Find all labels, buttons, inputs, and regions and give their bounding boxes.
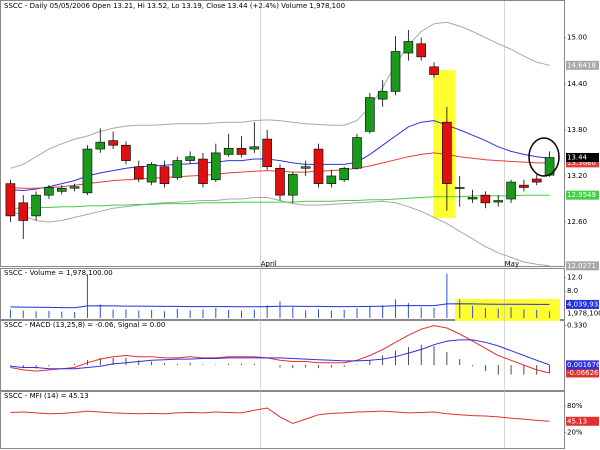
candle-body bbox=[56, 187, 67, 192]
volume-panel bbox=[0, 268, 565, 320]
candle-body bbox=[480, 194, 491, 204]
series-line bbox=[10, 407, 550, 425]
candle-body bbox=[185, 156, 195, 161]
series-line bbox=[10, 339, 550, 370]
plot-layer: April May 15.00 14.40 13.80 13.20 12.60 14.6418… bbox=[5, 1, 600, 448]
panel-title: SSCC - MFI (14) = 45.13 bbox=[4, 392, 89, 400]
value-box-label: 13.44 bbox=[567, 154, 588, 162]
candle-body bbox=[159, 166, 170, 184]
candle-body bbox=[519, 184, 529, 188]
panel-title: SSCC - MACD (13,25,8) = -0.06, Signal = … bbox=[4, 321, 165, 329]
y-tick-label: 13.80 bbox=[567, 126, 587, 134]
candle-body bbox=[18, 202, 29, 221]
candle-body bbox=[223, 147, 234, 155]
macd-panel bbox=[0, 320, 565, 391]
candle-body bbox=[454, 187, 465, 189]
chart-title: SSCC - Daily 05/05/2006 Open 13.21, Hi 1… bbox=[4, 2, 345, 10]
candle-body bbox=[95, 141, 106, 150]
series-line bbox=[10, 120, 550, 192]
price-panel bbox=[0, 0, 565, 267]
value-box-label: 13.3680 bbox=[567, 159, 596, 167]
candle-body bbox=[5, 183, 16, 217]
value-box bbox=[566, 416, 599, 426]
candle-body bbox=[198, 158, 208, 184]
value-box bbox=[566, 299, 599, 309]
candle-body bbox=[108, 140, 118, 146]
candle-body bbox=[531, 178, 542, 183]
x-tick-label: April bbox=[261, 260, 277, 268]
candle-body bbox=[365, 97, 375, 132]
value-box-label: -0.066262 bbox=[567, 369, 600, 377]
y-tick-label: 20% bbox=[567, 428, 583, 436]
candle-body bbox=[313, 148, 324, 184]
candle-body bbox=[121, 144, 131, 161]
mfi-panel bbox=[0, 391, 565, 449]
value-box bbox=[566, 261, 599, 271]
candle-body bbox=[403, 41, 414, 54]
y-tick-label: 80% bbox=[567, 402, 583, 410]
y-tick-label: 12.60 bbox=[567, 218, 587, 226]
candle-body bbox=[467, 197, 478, 200]
candle-body bbox=[429, 66, 439, 75]
candle-body bbox=[82, 148, 93, 194]
candle-body bbox=[288, 174, 298, 196]
value-box bbox=[566, 368, 599, 378]
value-label: 1,978,100 bbox=[567, 309, 600, 317]
candle-body bbox=[172, 160, 183, 178]
value-box-label: 12.9549 bbox=[567, 191, 596, 199]
candle-body bbox=[249, 146, 260, 150]
candle-body bbox=[31, 194, 41, 217]
highlight-circle bbox=[528, 137, 560, 177]
y-tick-label: 13.20 bbox=[567, 172, 587, 180]
candle-body bbox=[352, 137, 362, 169]
value-box bbox=[566, 158, 599, 168]
series-line bbox=[10, 325, 550, 374]
candle-body bbox=[339, 167, 349, 181]
candle-body bbox=[275, 167, 285, 196]
value-box-label: 4,039,932 bbox=[567, 300, 600, 308]
candle-body bbox=[69, 186, 80, 189]
value-box-label: 45.13 bbox=[567, 417, 587, 425]
candle-body bbox=[326, 175, 337, 184]
candle-body bbox=[442, 121, 452, 184]
candle-body bbox=[44, 187, 54, 196]
value-box bbox=[566, 60, 599, 70]
candle-body bbox=[300, 166, 311, 169]
candle-body bbox=[236, 147, 247, 155]
highlight bbox=[455, 299, 560, 321]
y-tick-label: 15.00 bbox=[567, 34, 587, 42]
value-box bbox=[566, 360, 599, 370]
x-tick-label: May bbox=[505, 260, 519, 268]
y-tick-label: 12.0 bbox=[567, 274, 583, 282]
value-box bbox=[566, 190, 599, 200]
candle-body bbox=[146, 164, 157, 183]
y-tick-label: 14.40 bbox=[567, 80, 587, 88]
y-tick-label: 0.330 bbox=[567, 322, 587, 330]
panel-title: SSCC - Volume = 1,978,100.00 bbox=[4, 269, 113, 277]
y-tick-label: 8.0 bbox=[567, 287, 578, 295]
candle-body bbox=[493, 200, 504, 203]
candle-body bbox=[377, 91, 388, 100]
value-box-label: 0.001676 bbox=[567, 361, 600, 369]
candle-body bbox=[211, 152, 221, 181]
value-box-label: 12.0271 bbox=[567, 262, 596, 270]
candle-body bbox=[133, 166, 144, 180]
value-box-label: 14.6418 bbox=[567, 61, 596, 69]
value-box bbox=[566, 153, 599, 163]
series-line bbox=[10, 303, 550, 309]
candle-body bbox=[506, 181, 516, 200]
candle-body bbox=[262, 138, 272, 168]
candle-body bbox=[390, 51, 401, 92]
candle-body bbox=[416, 43, 427, 58]
